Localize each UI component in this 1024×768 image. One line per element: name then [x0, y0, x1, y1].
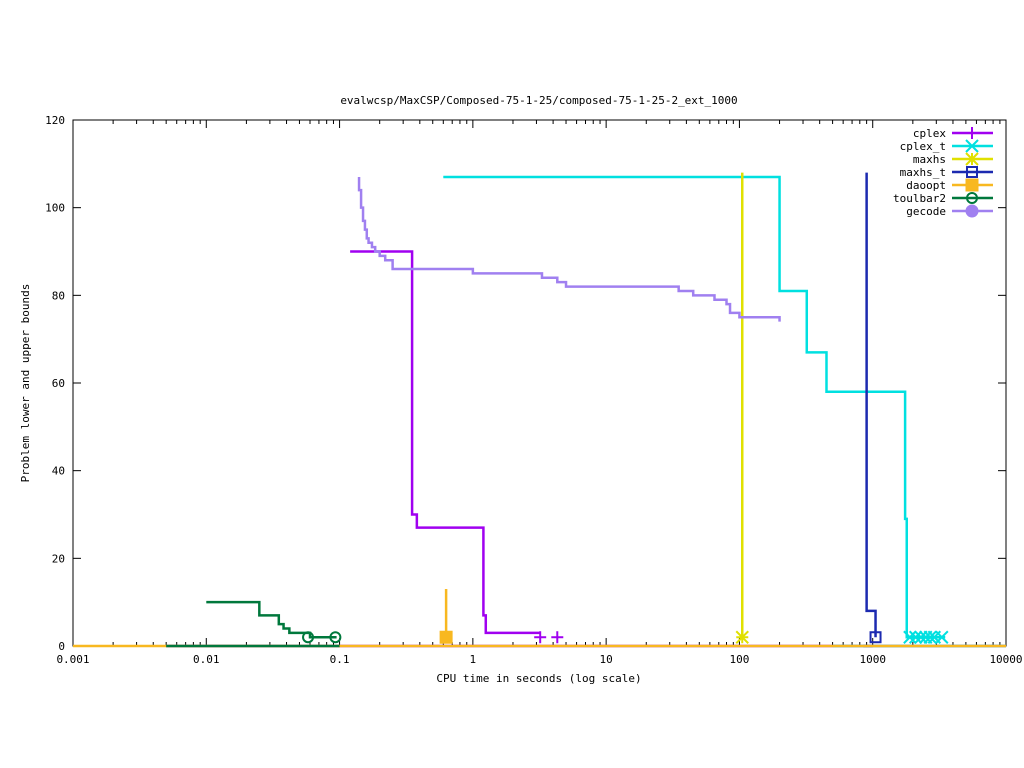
legend-label-maxhs_t: maxhs_t — [900, 166, 946, 179]
legend-label-cplex_t: cplex_t — [900, 140, 946, 153]
plot-area: 0.001 0.01 0.1 1 10 100 1000 10000 0 20 40 60 80 100 1… — [45, 114, 1022, 666]
legend-marker-gecode — [965, 204, 979, 218]
x-tick-label: 10000 — [989, 653, 1022, 666]
legend-marker-daoopt — [965, 178, 979, 192]
series-marker-cplex_t — [903, 630, 917, 644]
series-maxhs — [735, 172, 749, 644]
legend-marker-maxhs — [965, 152, 979, 166]
series-line-cplex — [350, 250, 541, 635]
legend-marker-maxhs-d2 — [965, 152, 979, 166]
series-marker-cplex — [534, 631, 547, 644]
series-line-cplex_t — [443, 175, 946, 639]
legend-marker-cplex — [966, 127, 978, 139]
series-line-maxhs_t — [865, 172, 877, 638]
legend-marker-toulbar2 — [966, 192, 978, 204]
series-marker-cplex_t-d2 — [903, 630, 917, 644]
x-tick-label: 1000 — [859, 653, 886, 666]
series-marker-maxhs_t-box — [869, 631, 882, 644]
chart-title: evalwcsp/MaxCSP/Composed-75-1-25/compose… — [340, 94, 737, 107]
legend-marker-daoopt-box — [965, 178, 979, 192]
series-marker-cplex_t — [923, 630, 937, 644]
x-tick-label: 100 — [729, 653, 749, 666]
series-marker-cplex_t — [908, 630, 923, 644]
series-gecode — [357, 176, 781, 322]
series-marker-toulbar2 — [329, 631, 342, 644]
y-tick-label: 100 — [45, 202, 65, 215]
legend: cplexcplex_tmaxhsmaxhs_tdaoopttoulbar2ge… — [893, 127, 993, 218]
legend-label-gecode: gecode — [906, 205, 946, 218]
series-marker-maxhs-d2 — [735, 630, 749, 644]
y-tick-label: 20 — [52, 552, 65, 565]
series-marker-cplex_t — [935, 630, 949, 644]
series-marker-maxhs — [735, 630, 749, 644]
y-tick-label: 80 — [52, 289, 65, 302]
series-marker-toulbar2-ring — [329, 631, 342, 644]
series-line-gecode — [357, 176, 781, 322]
legend-marker-toulbar2-ring — [966, 192, 978, 204]
series-marker-daoopt — [439, 630, 453, 644]
series-marker-toulbar2 — [302, 631, 315, 644]
series-marker-maxhs_t — [869, 631, 882, 644]
x-axis-label: CPU time in seconds (log scale) — [436, 672, 641, 685]
x-tick-label: 0.001 — [56, 653, 89, 666]
x-tick-label: 0.1 — [330, 653, 350, 666]
x-tick-label: 1 — [470, 653, 477, 666]
x-tick-label: 10 — [600, 653, 613, 666]
y-tick-label: 0 — [58, 640, 65, 653]
legend-label-maxhs: maxhs — [913, 153, 946, 166]
legend-label-toulbar2: toulbar2 — [893, 192, 946, 205]
y-tick-label: 120 — [45, 114, 65, 127]
series-marker-cplex_t-d2 — [908, 630, 923, 644]
legend-marker-maxhs_t — [966, 166, 978, 178]
legend-marker-maxhs_t-box — [966, 166, 978, 178]
y-tick-label: 60 — [52, 377, 65, 390]
legend-marker-gecode-dot — [965, 204, 979, 218]
series-marker-cplex — [551, 631, 564, 644]
series-marker-daoopt-box — [439, 630, 453, 644]
x-tick-label: 0.01 — [193, 653, 220, 666]
legend-label-daoopt: daoopt — [906, 179, 946, 192]
legend-marker-cplex_t — [965, 139, 979, 153]
series-toulbar2 — [166, 600, 342, 648]
legend-label-cplex: cplex — [913, 127, 946, 140]
y-tick-label: 40 — [52, 465, 65, 478]
legend-marker-cplex_t-d2 — [965, 139, 979, 153]
series-marker-cplex_t-d2 — [935, 630, 949, 644]
y-axis-label: Problem lower and upper bounds — [19, 284, 32, 483]
series-line-toulbar2 — [206, 600, 337, 639]
series-marker-cplex_t-d2 — [923, 630, 937, 644]
series-marker-toulbar2-ring — [302, 631, 315, 644]
